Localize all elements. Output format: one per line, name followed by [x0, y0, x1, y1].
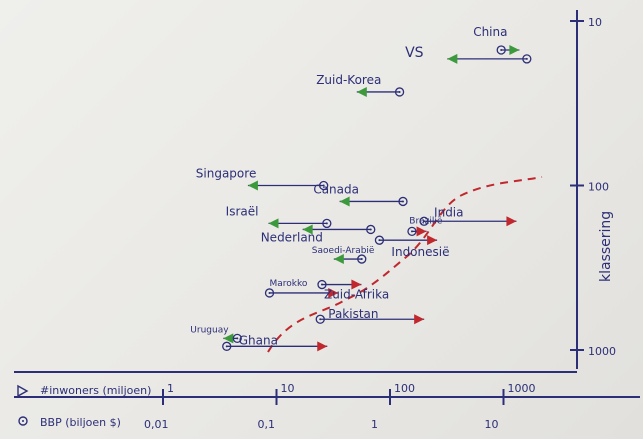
country-label: Marokko: [270, 279, 308, 289]
gdp-circle-marker: [315, 314, 325, 324]
country-label: Brazilië: [409, 216, 443, 226]
gdp-circle-marker: [394, 87, 405, 97]
legend-population-label: #inwoners (miljoen): [40, 384, 151, 397]
population-triangle-marker: [268, 218, 279, 229]
gdp-circle-marker: [264, 288, 275, 298]
country-label: Canada: [313, 182, 359, 196]
x-tick-label-population: 1000: [508, 382, 536, 395]
x-tick-label-population: 10: [281, 382, 295, 395]
country-label: VS: [405, 45, 424, 61]
x-tick-label-gdp: 0,1: [258, 418, 276, 431]
country-label: Zuid-Korea: [316, 73, 381, 87]
gdp-circle-marker: [419, 216, 429, 226]
population-triangle-marker: [447, 53, 458, 64]
population-triangle-marker: [351, 279, 362, 290]
gdp-circle-marker: [322, 218, 332, 229]
country-label: Singapore: [196, 167, 257, 181]
country-uruguay: Uruguay: [190, 325, 242, 344]
legend-gdp-label: BBP (biljoen $): [40, 416, 121, 429]
country-label: Saoedi-Arabië: [312, 246, 375, 256]
x-axis-ticks: 1 10 100 1000 0,01 0,1 1 10: [144, 382, 536, 431]
y-axis-ticks: 10 100 1000: [570, 16, 616, 358]
country-label: Nederland: [261, 230, 323, 244]
country-canada: Canada: [313, 182, 408, 207]
country-nederland: Nederland: [261, 224, 376, 244]
legend-triangle-icon: [17, 384, 29, 398]
population-triangle-marker: [509, 44, 520, 55]
y-tick-label: 100: [588, 181, 609, 194]
gdp-circle-marker: [374, 235, 385, 245]
population-triangle-marker: [317, 341, 328, 352]
population-triangle-marker: [416, 226, 427, 237]
y-tick-label: 1000: [588, 345, 616, 358]
dashed-trend-curve: [267, 176, 543, 353]
gdp-circle-marker: [232, 333, 242, 344]
country-label: Pakistan: [328, 307, 378, 321]
population-triangle-marker: [247, 180, 258, 191]
country-singapore: Singapore: [196, 167, 329, 191]
legend-gdp: BBP (biljoen $): [18, 416, 121, 429]
gdp-circle-marker: [522, 54, 532, 64]
population-triangle-marker: [333, 254, 344, 265]
gdp-circle-marker: [366, 224, 376, 235]
x-tick-label-population: 1: [167, 382, 174, 395]
population-triangle-marker: [223, 333, 234, 344]
gdp-circle-marker: [222, 341, 232, 351]
x-tick-label-gdp: 10: [485, 418, 499, 431]
country-china: China: [473, 25, 520, 55]
country-zuid-afrika: Zuid-Afrika: [317, 279, 389, 302]
gdp-circle-marker: [496, 45, 506, 55]
country-indonesi-: Indonesië: [374, 235, 449, 259]
population-triangle-marker: [356, 86, 367, 97]
population-triangle-marker: [414, 314, 425, 325]
country-india: India: [419, 205, 517, 227]
x-tick-label-gdp: 0,01: [144, 418, 169, 431]
gdp-circle-marker: [317, 279, 327, 290]
country-label: Israël: [226, 204, 259, 218]
country-zuid-korea: Zuid-Korea: [316, 73, 405, 97]
y-axis-label: klassering: [598, 211, 614, 282]
population-triangle-marker: [328, 287, 339, 298]
chart-marks: China VS Zuid-Korea Singapore Canada IsraëlNe…: [190, 25, 532, 352]
legend-circle-icon: [18, 416, 28, 426]
gdp-circle-marker: [319, 180, 329, 191]
x-tick-label-gdp: 1: [371, 418, 378, 431]
legend-population: #inwoners (miljoen): [17, 384, 151, 398]
country-isra-l: Israël: [226, 204, 332, 229]
country-label: China: [473, 25, 507, 39]
country-label: Uruguay: [190, 325, 229, 335]
population-triangle-marker: [302, 224, 313, 235]
population-triangle-marker: [339, 196, 350, 207]
y-tick-label: 10: [588, 16, 602, 29]
country-label: Zuid-Afrika: [324, 288, 389, 302]
population-triangle-marker: [506, 216, 517, 227]
x-tick-label-population: 100: [394, 382, 415, 395]
country-vs: VS: [405, 45, 532, 64]
country-marokko: Marokko: [264, 279, 339, 298]
gdp-circle-marker: [357, 254, 367, 264]
country-label: Ghana: [239, 333, 278, 347]
population-triangle-marker: [427, 235, 438, 246]
country-pakistan: Pakistan: [315, 307, 425, 325]
country-brazili-: Brazilië: [407, 216, 443, 237]
country-label: India: [434, 205, 463, 219]
gdp-circle-marker: [398, 196, 408, 207]
gdp-circle-marker: [407, 226, 417, 237]
country-saoedi-arabi-: Saoedi-Arabië: [312, 246, 375, 265]
country-label: Indonesië: [391, 245, 449, 259]
country-ghana: Ghana: [222, 333, 328, 352]
